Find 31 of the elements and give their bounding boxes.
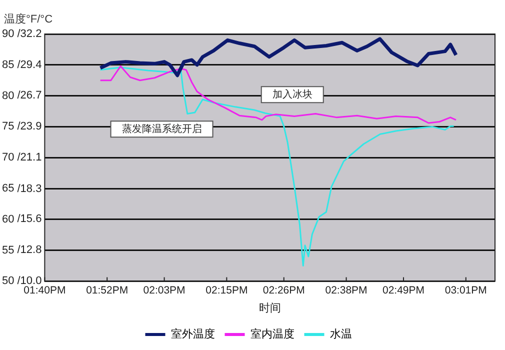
y2-tick-label: /12.8 (17, 244, 42, 256)
y-tick-label: 90 (2, 28, 14, 40)
y2-axis-title: 温度°F/°C (4, 12, 53, 26)
legend-label: 室外温度 (170, 328, 215, 341)
y2-tick-label: /15.6 (17, 212, 42, 225)
legend-label: 室内温度 (250, 328, 294, 341)
y-tick-label: 65 (2, 182, 14, 195)
annotation: 蒸发降温系统开启 (122, 122, 202, 135)
y-tick-label: 85 (2, 58, 14, 71)
legend-label: 水温 (330, 328, 352, 341)
x-tick-label: 02:15PM (206, 284, 248, 296)
y-tick-label: 50 (2, 275, 14, 288)
x-tick-label: 02:26PM (262, 284, 305, 296)
y2-tick-label: /32.2 (17, 28, 42, 40)
y-tick-label: 70 (2, 152, 14, 164)
y2-tick-label: /23.9 (17, 120, 42, 132)
y2-tick-label: /29.4 (17, 59, 42, 72)
y-tick-label: 55 (2, 244, 14, 256)
y2-tick-label: /18.3 (17, 182, 42, 195)
annotation: 加入冰块 (272, 88, 312, 100)
y-tick-label: 75 (2, 120, 14, 133)
x-axis-title: 时间 (258, 301, 281, 314)
y-tick-label: 80 (2, 90, 14, 102)
x-tick-label: 01:52PM (86, 284, 128, 296)
x-tick-label: 03:01PM (444, 284, 487, 296)
x-tick-label: 02:38PM (325, 284, 368, 296)
x-tick-label: 02:49PM (382, 284, 425, 296)
x-tick-label: 02:03PM (143, 284, 186, 296)
y-tick-label: 60 (2, 213, 14, 226)
y2-tick-label: /21.1 (17, 152, 42, 164)
y2-tick-label: /26.7 (17, 89, 42, 102)
